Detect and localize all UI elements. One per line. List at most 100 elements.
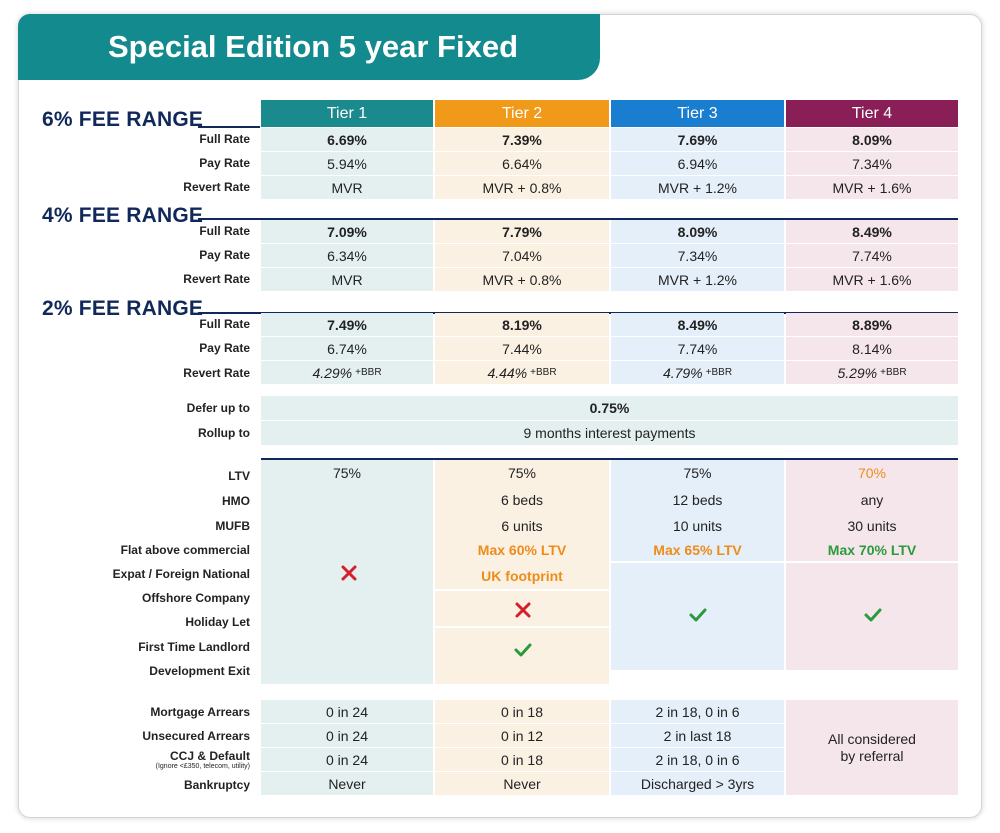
rate-cell: 8.14% <box>786 337 958 360</box>
defer-label: Defer up to <box>186 401 250 415</box>
defer-value: 0.75% <box>261 396 958 420</box>
rate-cell: 8.09% <box>786 128 958 151</box>
rate-cell: 5.94% <box>261 152 433 175</box>
row-label-full-rate: Full Rate <box>199 317 250 331</box>
rate-cell: 7.34% <box>611 244 784 267</box>
credit-cell: Discharged > 3yrs <box>611 772 784 795</box>
rate-cell: 7.69% <box>611 128 784 151</box>
tier-4-credit-note: All considered by referral <box>786 700 958 795</box>
tier-2-header: Tier 2 <box>435 100 609 127</box>
row-label-revert-rate: Revert Rate <box>183 366 250 380</box>
revert-rate-value: 4.79% <box>662 364 703 381</box>
credit-cell: Never <box>261 772 433 795</box>
criteria-label-flat-above-commercial: Flat above commercial <box>120 543 250 557</box>
revert-rate-suffix: +BBR <box>530 367 557 378</box>
divider <box>435 626 609 628</box>
cross-icon <box>515 602 531 618</box>
credit-cell: 0 in 12 <box>435 724 609 747</box>
row-label-revert-rate: Revert Rate <box>183 272 250 286</box>
credit-label-ccj-default: CCJ & Default (Ignore <£350, telecom, uti… <box>0 749 250 770</box>
fee-range-title: 4% FEE RANGE <box>42 204 204 227</box>
rate-cell: 7.74% <box>611 337 784 360</box>
rate-cell: 7.74% <box>786 244 958 267</box>
rate-cell: MVR + 1.2% <box>611 176 784 199</box>
rollup-value: 9 months interest payments <box>261 421 958 445</box>
row-label-revert-rate: Revert Rate <box>183 180 250 194</box>
revert-rate-value: 4.29% <box>312 364 353 381</box>
ccj-label-text: CCJ & Default <box>169 749 250 763</box>
rate-cell: 8.09% <box>611 220 784 243</box>
ltv-value: 75% <box>507 465 537 481</box>
mufb-value: 10 units <box>672 518 723 534</box>
revert-rate-cell: 4.29% +BBR <box>261 361 433 384</box>
rate-cell: 7.44% <box>435 337 609 360</box>
rate-cell: 6.74% <box>261 337 433 360</box>
credit-note-line: All considered <box>828 730 916 747</box>
row-label-pay-rate: Pay Rate <box>199 156 250 170</box>
revert-rate-value: 5.29% <box>837 364 878 381</box>
rate-cell: 8.49% <box>786 220 958 243</box>
rate-cell: MVR <box>261 176 433 199</box>
tier-3-criteria-column <box>611 460 784 670</box>
flat-above-commercial-value: Max 65% LTV <box>653 542 742 558</box>
rate-cell: MVR + 0.8% <box>435 268 609 291</box>
row-label-full-rate: Full Rate <box>199 224 250 238</box>
check-icon <box>864 608 882 622</box>
credit-cell: 2 in last 18 <box>611 724 784 747</box>
rate-cell: 7.09% <box>261 220 433 243</box>
fee-range-title: 2% FEE RANGE <box>42 297 204 320</box>
rate-cell: 6.69% <box>261 128 433 151</box>
revert-rate-cell: 4.44% +BBR <box>435 361 609 384</box>
credit-cell: 0 in 24 <box>261 724 433 747</box>
hmo-value: 6 beds <box>500 492 544 508</box>
rate-cell: MVR + 1.2% <box>611 268 784 291</box>
rate-cell: MVR + 1.6% <box>786 176 958 199</box>
rate-cell: MVR + 0.8% <box>435 176 609 199</box>
credit-cell: 0 in 18 <box>435 700 609 723</box>
rate-cell: 7.04% <box>435 244 609 267</box>
rate-cell: MVR + 1.6% <box>786 268 958 291</box>
rate-cell: 7.34% <box>786 152 958 175</box>
revert-rate-suffix: +BBR <box>355 367 382 378</box>
cross-icon <box>341 565 357 581</box>
rate-cell: 7.39% <box>435 128 609 151</box>
credit-cell: 2 in 18, 0 in 6 <box>611 700 784 723</box>
expat-value: UK footprint <box>481 568 563 584</box>
credit-label-bankruptcy: Bankruptcy <box>183 778 250 792</box>
criteria-label-development-exit: Development Exit <box>149 664 250 678</box>
criteria-label-ltv: LTV <box>228 469 250 483</box>
mufb-value: 6 units <box>501 518 543 534</box>
rate-cell: 6.94% <box>611 152 784 175</box>
rate-cell: 8.49% <box>611 313 784 336</box>
divider <box>198 218 958 220</box>
flat-above-commercial-value: Max 60% LTV <box>477 542 567 558</box>
criteria-label-mufb: MUFB <box>215 519 250 533</box>
credit-cell: 0 in 24 <box>261 748 433 771</box>
rate-cell: 7.49% <box>261 313 433 336</box>
ltv-value: 75% <box>332 465 362 481</box>
ccj-note: (Ignore <£350, telecom, utility) <box>155 763 250 770</box>
check-icon <box>514 643 532 657</box>
flat-above-commercial-value: Max 70% LTV <box>827 542 917 558</box>
tier-4-criteria-column <box>786 460 958 670</box>
check-icon <box>689 608 707 622</box>
tier-1-header: Tier 1 <box>261 100 433 127</box>
row-label-pay-rate: Pay Rate <box>199 341 250 355</box>
row-label-pay-rate: Pay Rate <box>199 248 250 262</box>
criteria-label-hmo: HMO <box>222 494 250 508</box>
hmo-value: 12 beds <box>672 492 723 508</box>
tier-3-header: Tier 3 <box>611 100 784 127</box>
page-title: Special Edition 5 year Fixed <box>18 14 600 80</box>
divider <box>435 589 609 591</box>
tier-4-header: Tier 4 <box>786 100 958 127</box>
rate-cell: 8.89% <box>786 313 958 336</box>
hmo-value: any <box>860 492 884 508</box>
rate-cell: 6.64% <box>435 152 609 175</box>
tier-2-criteria-column <box>435 460 609 684</box>
revert-rate-value: 4.44% <box>487 364 528 381</box>
divider <box>786 561 958 563</box>
row-label-full-rate: Full Rate <box>199 132 250 146</box>
credit-cell: Never <box>435 772 609 795</box>
mufb-value: 30 units <box>847 518 897 534</box>
credit-label-unsecured-arrears: Unsecured Arrears <box>142 729 250 743</box>
